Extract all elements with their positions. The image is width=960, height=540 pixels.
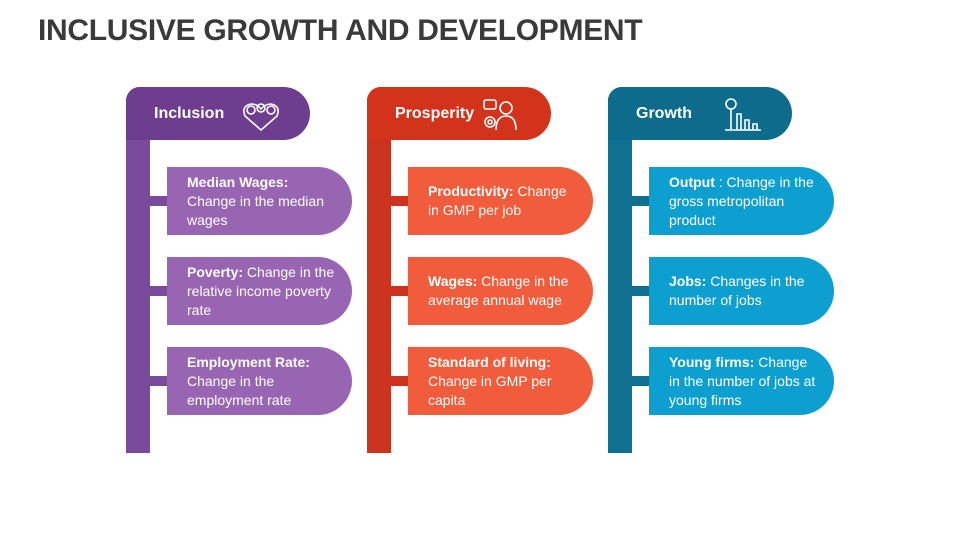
column-header: Inclusion [126,87,310,140]
item-term: Productivity: [428,183,514,199]
item-desc: Changes in the number of jobs [669,273,805,308]
item-card: Median Wages: Change in the median wages [167,167,352,235]
item-text: Output : Change in the gross metropolita… [669,173,818,230]
header-text: Growth [636,105,692,122]
column-bar [367,87,391,453]
item-desc: Change in the employment rate [187,372,292,408]
connector [391,376,409,386]
item-card: Standard of living: Change in GMP per ca… [408,347,593,415]
item-text: Wages: Change in the average annual wage [428,272,577,310]
item-card: Young firms: Change in the number of job… [649,347,834,415]
column-bar [608,87,632,453]
item-text: Jobs: Changes in the number of jobs [669,272,818,310]
item-term: Young firms: [669,353,755,370]
column-bar [126,87,150,453]
item-term: Jobs: [669,273,707,289]
connector [632,286,650,296]
item-card: Poverty: Change in the relative income p… [167,257,352,325]
header-icon [243,103,279,132]
column-header: Growth [608,87,792,140]
item-text: Young firms: Change in the number of job… [669,353,818,410]
column-header: Prosperity [367,87,551,140]
item-card: Output : Change in the gross metropolita… [649,167,834,235]
connector [391,196,409,206]
item-desc: Change in the median wages [187,192,324,228]
item-card: Employment Rate: Change in the employmen… [167,347,352,415]
header-text: Inclusion [154,105,225,122]
item-text: Productivity: Change in GMP per job [428,182,577,220]
item-desc: Change in the number of jobs at young fi… [669,353,816,408]
item-text: Median Wages: Change in the median wages [187,173,336,230]
item-desc: : Change in the gross metropolitan produ… [669,173,814,228]
connector [150,196,168,206]
item-text: Employment Rate: Change in the employmen… [187,353,336,410]
item-term: Median Wages: [187,173,289,190]
connector [632,376,650,386]
item-term: Wages: [428,273,478,289]
connector [391,286,409,296]
item-card: Jobs: Changes in the number of jobs [649,257,834,325]
item-term: Employment Rate: [187,353,310,370]
item-text: Standard of living: Change in GMP per ca… [428,353,577,410]
slide-title: INCLUSIVE GROWTH AND DEVELOPMENT [38,14,643,47]
connector [150,286,168,296]
item-term: Standard of living: [428,353,551,370]
connector [632,196,650,206]
connector [150,376,168,386]
header-icon [725,98,761,131]
item-desc: Change in GMP per capita [428,372,552,408]
item-desc: Change in the average annual wage [428,273,569,308]
item-desc: Change in GMP per job [428,183,567,218]
item-desc: Change in the relative income poverty ra… [187,263,335,318]
item-term: Poverty: [187,263,244,280]
item-card: Productivity: Change in GMP per job [408,167,593,235]
header-icon [483,99,517,131]
item-term: Output [669,173,715,190]
item-text: Poverty: Change in the relative income p… [187,263,336,320]
item-card: Wages: Change in the average annual wage [408,257,593,325]
header-text: Prosperity [395,105,475,122]
